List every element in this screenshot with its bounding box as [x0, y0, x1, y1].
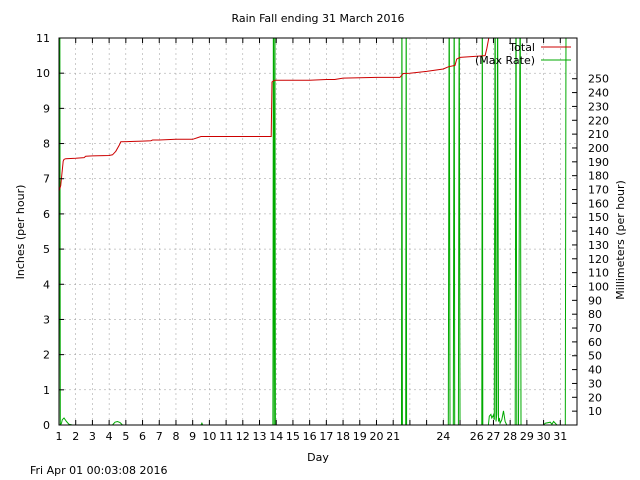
x-tick-label: 4	[106, 430, 113, 443]
y2-tick-label: 50	[588, 350, 602, 363]
y2-tick-label: 140	[588, 225, 609, 238]
x-tick-label: 11	[219, 430, 233, 443]
y2-tick-label: 120	[588, 253, 609, 266]
series-layer	[59, 38, 567, 425]
y2-tick-label: 200	[588, 142, 609, 155]
x-tick-label: 13	[253, 430, 267, 443]
y2-tick-label: 160	[588, 197, 609, 210]
y-axis-label: Inches (per hour)	[14, 185, 27, 280]
x-tick-label: 19	[353, 430, 367, 443]
y2-tick-label: 100	[588, 280, 609, 293]
y-tick-label: 3	[43, 313, 50, 326]
timestamp: Fri Apr 01 00:03:08 2016	[30, 464, 168, 477]
x-tick-label: 21	[386, 430, 400, 443]
x-tick-label: 18	[336, 430, 350, 443]
y2-tick-label: 10	[588, 405, 602, 418]
y2-tick-label: 180	[588, 170, 609, 183]
y-tick-label: 10	[36, 67, 50, 80]
y-tick-label: 1	[43, 384, 50, 397]
y-tick-label: 2	[43, 349, 50, 362]
y2-ticks: 1020304050607080901001101201301401501601…	[572, 73, 609, 418]
x-tick-label: 24	[436, 430, 450, 443]
x-tick-label: 12	[236, 430, 250, 443]
y2-tick-label: 250	[588, 73, 609, 86]
y-ticks: 0 1 2 3 4 5 6 7 8 9 10 11	[36, 32, 64, 432]
x-tick-label: 8	[172, 430, 179, 443]
y2-tick-label: 150	[588, 211, 609, 224]
y-tick-label: 5	[43, 243, 50, 256]
x-tick-label: 14	[269, 430, 283, 443]
y2-tick-label: 90	[588, 294, 602, 307]
x-tick-label: 27	[486, 430, 500, 443]
x-tick-label: 31	[553, 430, 567, 443]
y2-tick-label: 170	[588, 184, 609, 197]
x-tick-label: 29	[520, 430, 534, 443]
y-tick-label: 0	[43, 419, 50, 432]
y-tick-label: 4	[43, 278, 50, 291]
y2-tick-label: 80	[588, 308, 602, 321]
x-tick-label: 16	[303, 430, 317, 443]
series-total-line	[59, 38, 490, 192]
y2-tick-label: 230	[588, 100, 609, 113]
legend-label-max-rate: (Max Rate)	[475, 54, 535, 67]
y2-tick-label: 190	[588, 156, 609, 169]
y-tick-label: 9	[43, 102, 50, 115]
y2-tick-label: 130	[588, 239, 609, 252]
y2-tick-label: 20	[588, 391, 602, 404]
y2-tick-label: 70	[588, 322, 602, 335]
x-tick-label: 9	[189, 430, 196, 443]
y2-tick-label: 30	[588, 377, 602, 390]
x-tick-label: 10	[202, 430, 216, 443]
y2-tick-label: 220	[588, 114, 609, 127]
x-axis-label: Day	[307, 451, 329, 464]
y-tick-label: 8	[43, 138, 50, 151]
y2-tick-label: 210	[588, 128, 609, 141]
chart-title: Rain Fall ending 31 March 2016	[231, 12, 404, 25]
grid	[58, 37, 577, 426]
y-tick-label: 11	[36, 32, 50, 45]
y2-tick-label: 40	[588, 364, 602, 377]
y-tick-label: 6	[43, 208, 50, 221]
y2-tick-label: 60	[588, 336, 602, 349]
plot-frame	[58, 37, 578, 426]
x-tick-label: 6	[139, 430, 146, 443]
x-tick-label: 26	[470, 430, 484, 443]
x-tick-label: 3	[89, 430, 96, 443]
legend: Total (Max Rate)	[475, 41, 571, 67]
y2-tick-label: 110	[588, 267, 609, 280]
x-tick-label: 28	[503, 430, 517, 443]
x-tick-label: 15	[286, 430, 300, 443]
x-tick-label: 5	[122, 430, 129, 443]
series-max-rate-line	[59, 38, 567, 425]
x-tick-label: 1	[56, 430, 63, 443]
y2-axis-label: Millimeters (per hour)	[614, 180, 627, 300]
x-tick-label: 17	[319, 430, 333, 443]
y2-tick-label: 240	[588, 87, 609, 100]
x-tick-label: 7	[156, 430, 163, 443]
x-tick-label: 2	[72, 430, 79, 443]
x-ticks: 1 2 3 4 5 6 7 8 9 10 11 12 13 14 15 16 17 18 19 20 21 24 26 27 2…	[56, 38, 567, 443]
x-tick-label: 20	[369, 430, 383, 443]
x-tick-label: 30	[537, 430, 551, 443]
legend-label-total: Total	[508, 41, 535, 54]
y-tick-label: 7	[43, 173, 50, 186]
